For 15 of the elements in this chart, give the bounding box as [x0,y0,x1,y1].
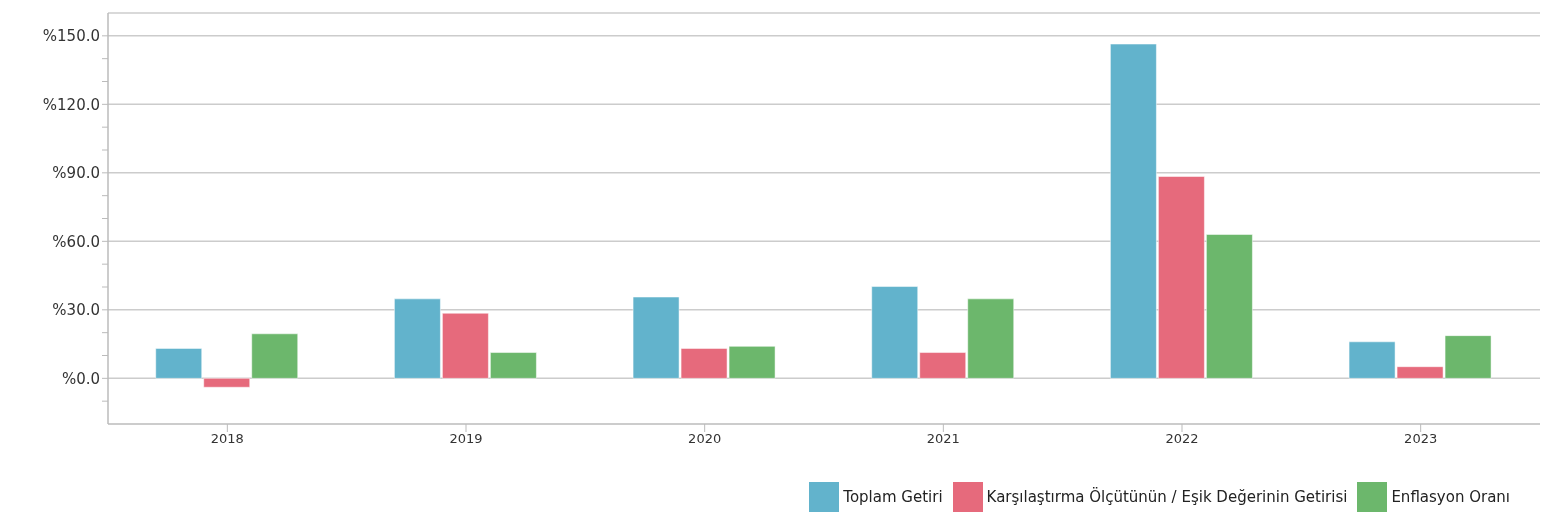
x-tick-label: 2023 [1404,431,1438,447]
x-tick-label: 2022 [1165,431,1199,447]
x-tick-label: 2021 [926,431,960,447]
y-tick-label: %30.0 [52,301,100,320]
legend-label: Karşılaştırma Ölçütünün / Eşik Değerinin Getirisi [986,487,1348,506]
y-tick-label: %90.0 [52,164,100,183]
legend-label: Enflasyon Oranı [1391,487,1510,506]
y-tick-label: %120.0 [42,95,100,114]
y-tick-label: %150.0 [42,27,100,46]
x-tick-label: 2020 [688,431,722,447]
x-tick-label: 2019 [449,431,483,447]
x-tick-label: 2018 [210,431,244,447]
legend-label: Toplam Getiri [843,487,943,506]
y-tick-label: %60.0 [52,232,100,251]
y-tick-label: %0.0 [61,369,100,388]
